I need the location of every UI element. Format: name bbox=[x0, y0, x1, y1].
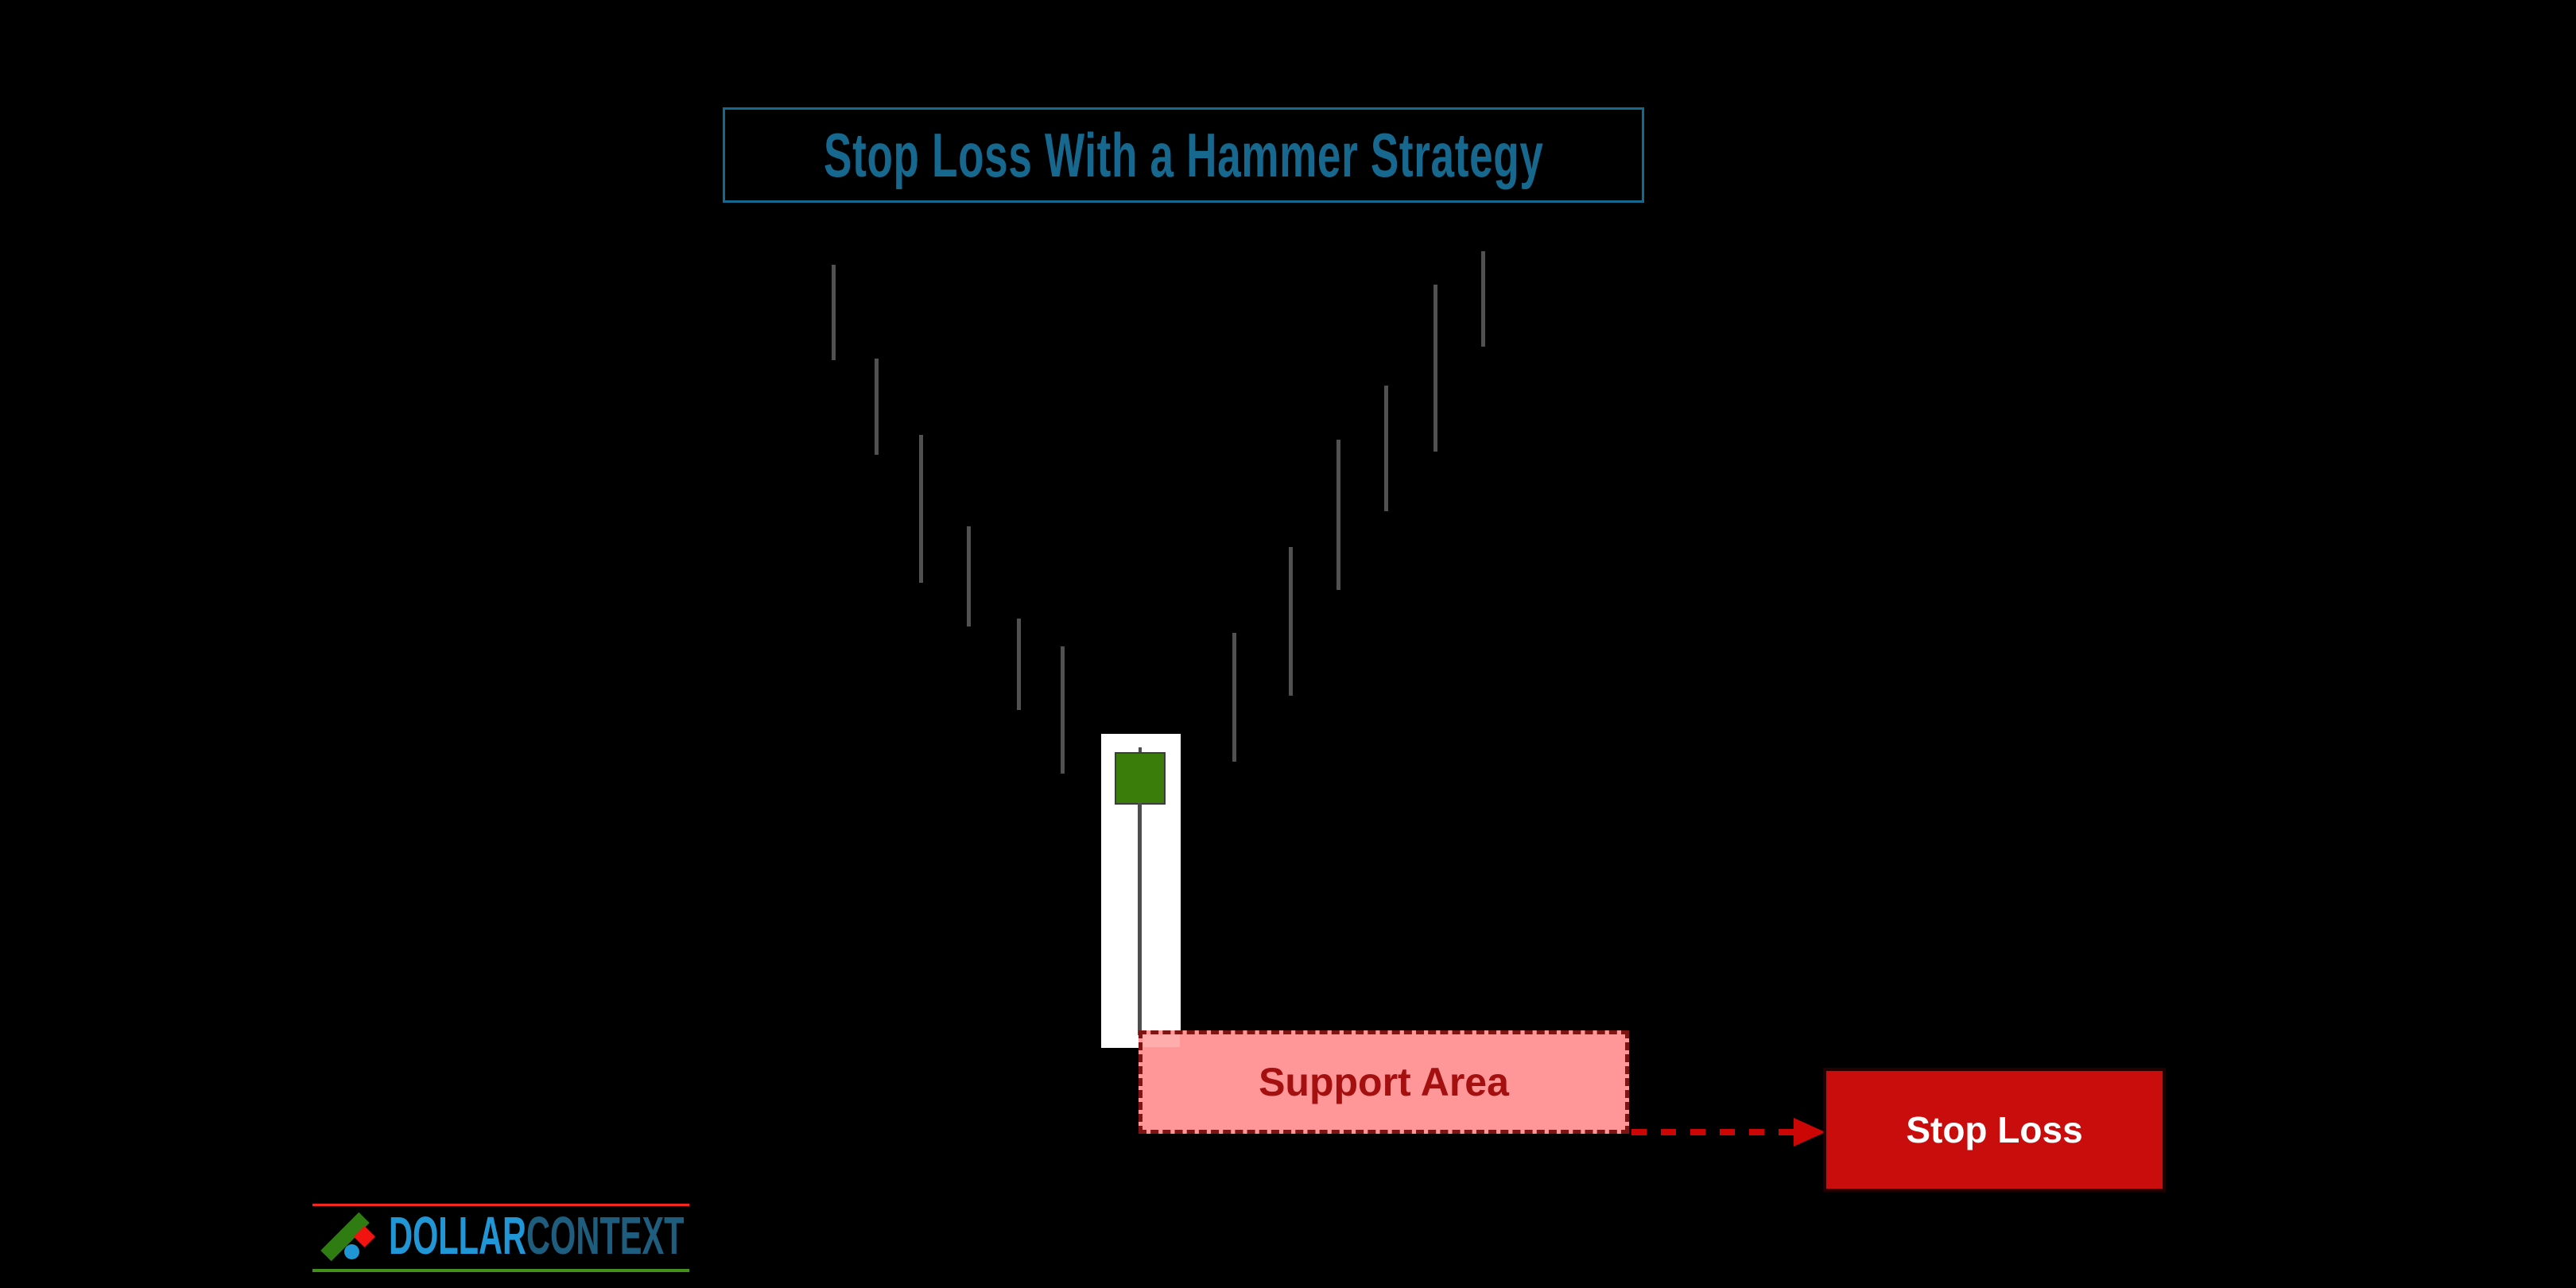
logo-wordmark: DOLLARCONTEXT bbox=[389, 1209, 685, 1263]
candle-wick-line bbox=[919, 435, 923, 583]
candle-wick-line bbox=[832, 265, 836, 360]
arrow-dashed-line bbox=[1631, 1129, 1795, 1135]
support-area-box: Support Area bbox=[1139, 1030, 1629, 1134]
candle-wick-line bbox=[967, 526, 971, 627]
candle-wick-line bbox=[1061, 646, 1065, 774]
logo-red-line bbox=[312, 1204, 689, 1206]
candle-wick-line bbox=[1336, 440, 1340, 590]
hammer-upper-wick bbox=[1139, 747, 1142, 754]
hammer-body bbox=[1115, 752, 1166, 805]
support-area-label: Support Area bbox=[1259, 1060, 1509, 1104]
candle-wick-line bbox=[1433, 285, 1437, 452]
stop-loss-box: Stop Loss bbox=[1823, 1068, 2166, 1192]
candle-wick-line bbox=[1384, 386, 1388, 511]
candle-support-overlap-highlight bbox=[1143, 1034, 1180, 1047]
arrow-head-icon bbox=[1794, 1118, 1825, 1146]
title-box: Stop Loss With a Hammer Strategy bbox=[723, 107, 1644, 203]
page-title: Stop Loss With a Hammer Strategy bbox=[823, 119, 1544, 190]
candle-wick-line bbox=[875, 359, 879, 455]
hammer-lower-wick bbox=[1138, 803, 1142, 1035]
logo-word-context: CONTEXT bbox=[526, 1206, 685, 1266]
candle-wick-line bbox=[1481, 251, 1485, 347]
candle-wick-line bbox=[1232, 633, 1236, 762]
logo-blue-circle-icon bbox=[344, 1244, 359, 1259]
logo-green-line bbox=[312, 1269, 689, 1272]
candle-wick-line bbox=[1017, 619, 1021, 710]
candle-wick-line bbox=[1289, 547, 1293, 696]
stop-loss-label: Stop Loss bbox=[1906, 1109, 2083, 1150]
logo-word-dollar: DOLLAR bbox=[389, 1206, 527, 1266]
